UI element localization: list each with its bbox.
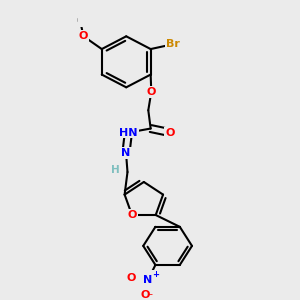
Text: H: H bbox=[111, 165, 119, 175]
Text: Br: Br bbox=[166, 39, 180, 49]
Text: +: + bbox=[152, 270, 159, 279]
Text: N: N bbox=[143, 275, 153, 285]
Text: O: O bbox=[76, 16, 85, 26]
Text: O: O bbox=[79, 31, 88, 41]
Text: O: O bbox=[147, 87, 156, 97]
Text: N: N bbox=[122, 148, 130, 158]
Text: O: O bbox=[79, 16, 85, 25]
Text: O: O bbox=[126, 273, 135, 284]
Text: O: O bbox=[127, 210, 136, 220]
Text: O: O bbox=[79, 31, 88, 41]
Text: O: O bbox=[165, 128, 175, 138]
Text: HN: HN bbox=[119, 128, 138, 138]
Text: O: O bbox=[76, 16, 84, 26]
Text: O: O bbox=[79, 31, 88, 41]
Text: O: O bbox=[79, 16, 85, 25]
Text: O: O bbox=[140, 290, 150, 300]
Text: ⁻: ⁻ bbox=[148, 292, 153, 300]
